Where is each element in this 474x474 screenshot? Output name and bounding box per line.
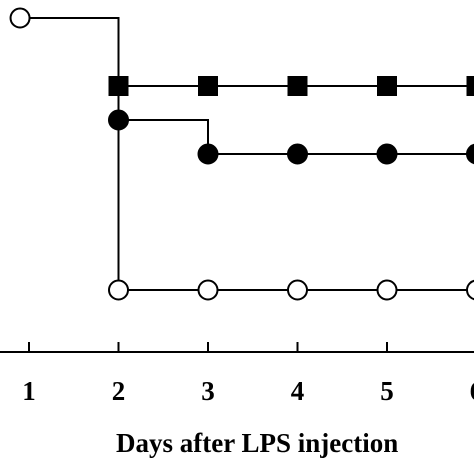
series-layer [9,7,474,301]
data-point-filled-square [287,76,308,96]
data-point-open-circle [9,7,31,29]
x-tick-label: 5 [380,376,394,406]
x-tick-label: 3 [201,376,215,406]
data-point-filled-circle [376,143,398,165]
data-point-open-circle [108,279,129,301]
x-tick-label: 1 [22,376,36,406]
data-point-open-circle [287,279,308,301]
series-line-open-circle [20,17,474,291]
data-point-filled-square [377,76,397,96]
data-point-open-circle [376,279,398,301]
data-point-filled-circle [287,143,308,165]
x-tick-label: 4 [291,376,305,406]
x-tick-label: 6 [470,376,474,406]
data-point-filled-square [108,76,129,96]
x-tick-label: 2 [112,376,126,406]
data-point-open-circle [466,279,474,301]
x-axis-label: Days after LPS injection [116,428,398,458]
data-point-filled-square [198,76,218,96]
data-point-filled-circle [108,109,129,131]
data-point-open-circle [197,279,219,301]
data-point-filled-circle [197,143,219,165]
data-point-filled-square [466,76,474,96]
data-point-filled-circle [466,143,474,165]
tick-layer: 1 2 3 4 5 6 [22,342,474,406]
